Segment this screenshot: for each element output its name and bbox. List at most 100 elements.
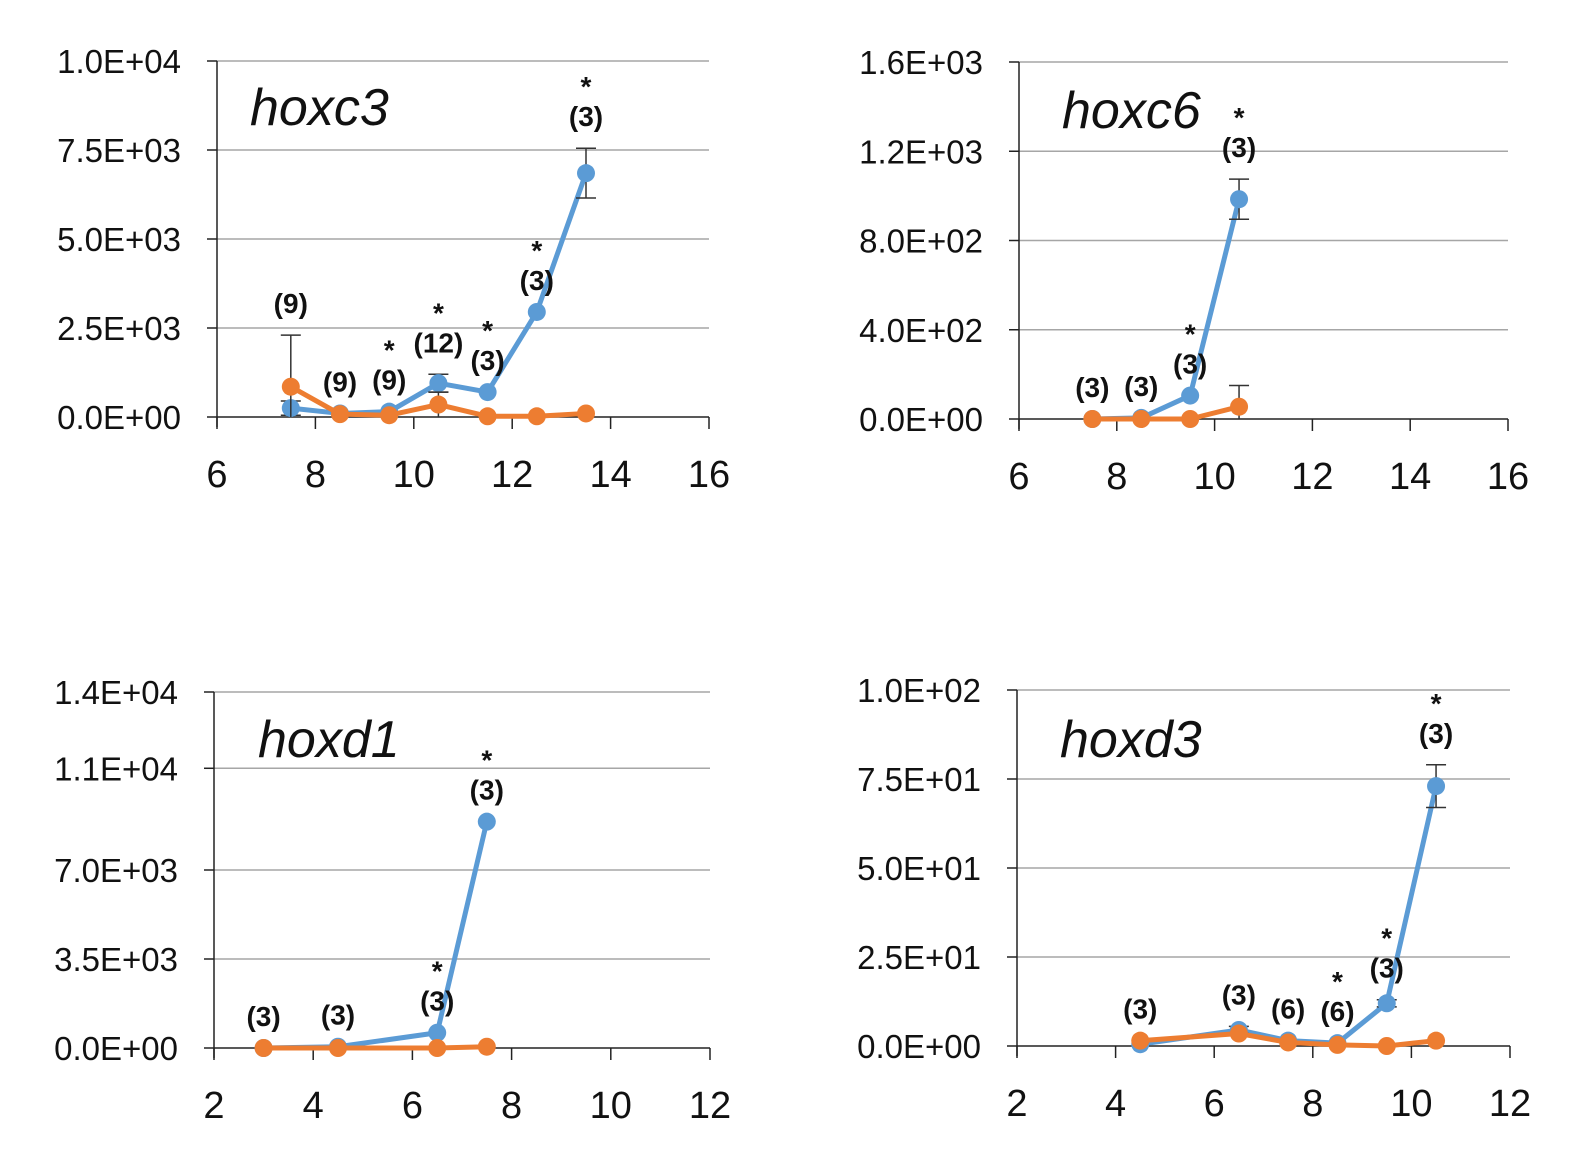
sample-size-label: (9) — [274, 288, 308, 319]
x-tick-label: 14 — [589, 454, 631, 496]
sample-size-label: (3) — [420, 986, 454, 1017]
orange-data-point — [429, 395, 448, 414]
y-tick-label: 1.1E+04 — [54, 750, 178, 787]
x-tick-label: 12 — [1489, 1083, 1531, 1125]
orange-series-line — [1092, 404, 1240, 422]
sample-size-label: (3) — [1075, 372, 1109, 403]
blue-data-point — [429, 374, 448, 393]
y-tick-label: 0.0E+00 — [859, 401, 983, 438]
significance-star: * — [531, 235, 542, 266]
y-tick-label: 2.5E+01 — [857, 939, 981, 976]
blue-data-point — [527, 302, 546, 321]
blue-series-line — [1092, 198, 1242, 422]
x-tick-label: 10 — [393, 454, 435, 496]
orange-data-point — [577, 404, 595, 423]
orange-data-point — [1377, 1037, 1396, 1055]
significance-star: * — [1234, 102, 1245, 133]
x-tick-label: 12 — [689, 1085, 731, 1127]
orange-series-line — [263, 1044, 487, 1051]
orange-data-point — [1131, 1031, 1150, 1050]
y-tick-label: 3.5E+03 — [54, 941, 178, 978]
x-tick-label: 6 — [1008, 456, 1029, 498]
x-tick-label: 2 — [1006, 1083, 1027, 1125]
sample-size-label: (3) — [1222, 132, 1256, 163]
significance-star: * — [433, 297, 444, 328]
blue-data-point — [1427, 777, 1446, 796]
orange-data-point — [1132, 410, 1151, 428]
y-tick-label: 0.0E+00 — [857, 1028, 981, 1065]
orange-data-point — [477, 1037, 496, 1056]
y-tick-label: 1.2E+03 — [859, 133, 983, 170]
sample-size-label: (3) — [321, 1000, 355, 1031]
orange-data-point — [1328, 1035, 1347, 1054]
significance-star: * — [1431, 688, 1442, 719]
significance-star: * — [581, 71, 592, 102]
y-tick-label: 7.5E+03 — [57, 132, 181, 169]
y-tick-label: 1.6E+03 — [859, 44, 983, 81]
significance-star: * — [384, 335, 395, 366]
sample-size-label: (3) — [470, 775, 504, 806]
sample-size-label: (6) — [1320, 996, 1354, 1027]
sample-size-label: (9) — [372, 365, 406, 396]
gene-title: hoxd3 — [1060, 711, 1202, 769]
blue-data-point — [428, 1023, 447, 1042]
x-tick-label: 10 — [1390, 1083, 1432, 1125]
chart-panel-hoxd3: 0.0E+00 2.5E+01 5.0E+01 7.5E+01 1.0E+02 2 4 6 8 1… — [857, 672, 1531, 1125]
x-tick-label: 12 — [1291, 456, 1333, 498]
y-tick-label: 0.0E+00 — [57, 399, 181, 436]
x-tick-label: 8 — [501, 1085, 522, 1127]
significance-star: * — [481, 745, 492, 776]
orange-data-point — [380, 406, 399, 425]
orange-data-point — [331, 405, 349, 424]
orange-data-point — [478, 407, 497, 426]
orange-data-point — [428, 1039, 447, 1057]
sample-size-label: (3) — [1173, 349, 1207, 380]
y-tick-label: 2.5E+03 — [57, 310, 181, 347]
orange-data-point — [1229, 1024, 1248, 1043]
x-tick-label: 10 — [590, 1085, 632, 1127]
sample-size-label: (9) — [323, 366, 357, 397]
y-tick-label: 1.0E+04 — [57, 43, 181, 80]
significance-star: * — [432, 956, 443, 987]
orange-data-point — [1279, 1033, 1298, 1052]
significance-star: * — [1185, 319, 1196, 350]
blue-data-point — [477, 812, 496, 831]
orange-data-point — [1230, 397, 1249, 416]
chart-panel-hoxc3: 0.0E+00 2.5E+03 5.0E+03 7.5E+03 1.0E+04 6 8 10 1… — [57, 43, 730, 496]
sample-size-label: (12) — [414, 327, 464, 358]
y-tick-label: 5.0E+01 — [857, 850, 981, 887]
blue-data-point — [577, 164, 595, 183]
gene-title: hoxc6 — [1062, 82, 1201, 140]
blue-data-point — [1181, 386, 1200, 405]
sample-size-label: (3) — [470, 345, 504, 376]
y-tick-label: 5.0E+03 — [57, 221, 181, 258]
x-tick-label: 8 — [1302, 1083, 1323, 1125]
y-tick-label: 4.0E+02 — [859, 312, 983, 349]
y-tick-label: 8.0E+02 — [859, 223, 983, 260]
y-tick-label: 7.0E+03 — [54, 852, 178, 889]
blue-data-point — [1230, 190, 1249, 209]
sample-size-label: (3) — [1222, 979, 1256, 1010]
x-tick-label: 4 — [303, 1085, 324, 1127]
x-tick-label: 8 — [305, 454, 326, 496]
x-tick-label: 10 — [1193, 456, 1235, 498]
orange-data-point — [1181, 410, 1200, 428]
x-tick-label: 16 — [1487, 456, 1529, 498]
y-tick-label: 1.0E+02 — [857, 672, 981, 709]
x-tick-label: 6 — [206, 454, 227, 496]
sample-size-label: (3) — [246, 1001, 280, 1032]
sample-size-label: (3) — [1124, 371, 1158, 402]
sample-size-label: (6) — [1271, 994, 1305, 1025]
sample-size-label: (3) — [1123, 994, 1157, 1025]
orange-data-point — [329, 1039, 347, 1057]
orange-data-point — [281, 377, 300, 396]
blue-data-point — [1377, 994, 1396, 1013]
significance-star: * — [482, 315, 493, 346]
sample-size-label: (3) — [1419, 718, 1453, 749]
gene-title: hoxc3 — [250, 79, 389, 137]
significance-star: * — [1381, 923, 1392, 954]
orange-data-point — [527, 407, 546, 426]
x-tick-label: 14 — [1389, 456, 1431, 498]
x-tick-label: 8 — [1106, 456, 1127, 498]
